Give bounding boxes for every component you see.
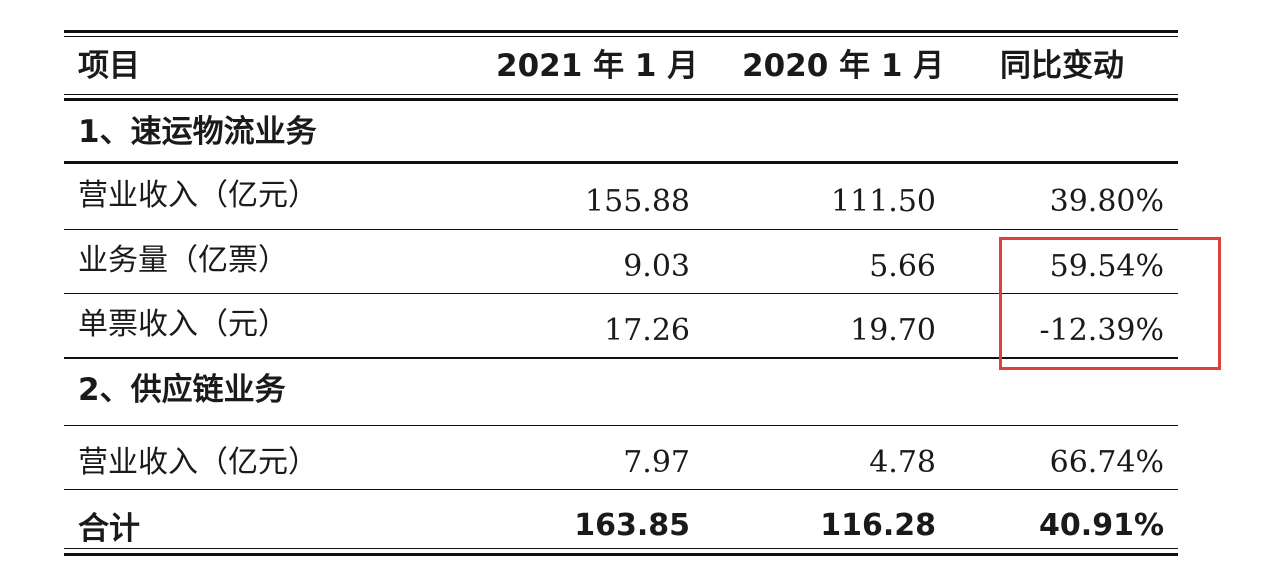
row-change: 39.80% — [1049, 184, 1164, 219]
top-double-rule-1 — [64, 30, 1178, 33]
row-value-2021: 155.88 — [585, 184, 690, 219]
row-rule-3 — [64, 357, 1178, 359]
row-value-2021: 9.03 — [623, 249, 690, 284]
row-value-2020: 19.70 — [850, 313, 936, 348]
section-title: 2、供应链业务 — [78, 372, 286, 408]
header-rule-2 — [64, 98, 1178, 101]
row-label: 业务量（亿票） — [78, 243, 288, 278]
section-title: 1、速运物流业务 — [78, 114, 317, 150]
row-label: 营业收入（亿元） — [78, 445, 318, 480]
row-label: 单票收入（元） — [78, 307, 288, 342]
financial-table: 项目 2021 年 1 月 2020 年 1 月 同比变动 1、速运物流业务 营… — [64, 26, 1178, 558]
header-2020: 2020 年 1 月 — [742, 48, 945, 84]
total-2020: 116.28 — [820, 508, 936, 543]
header-rule-1 — [64, 94, 1178, 95]
row-change: 66.74% — [1049, 445, 1164, 480]
row-change: -12.39% — [1039, 313, 1164, 348]
header-change: 同比变动 — [1000, 48, 1124, 84]
header-item: 项目 — [78, 48, 140, 84]
row-rule-2 — [64, 293, 1178, 294]
row-label: 营业收入（亿元） — [78, 178, 318, 213]
section1-rule — [64, 161, 1178, 164]
row-change: 59.54% — [1049, 249, 1164, 284]
row-rule-1 — [64, 229, 1178, 230]
row-value-2020: 4.78 — [869, 445, 936, 480]
total-2021: 163.85 — [574, 508, 690, 543]
row-rule-4 — [64, 489, 1178, 490]
bottom-double-rule-1 — [64, 548, 1178, 549]
highlight-box — [999, 237, 1221, 370]
top-double-rule-2 — [64, 36, 1178, 37]
row-value-2020: 111.50 — [831, 184, 936, 219]
section2-rule — [64, 425, 1178, 426]
header-2021: 2021 年 1 月 — [496, 48, 699, 84]
total-label: 合计 — [78, 511, 140, 547]
row-value-2021: 7.97 — [623, 445, 690, 480]
bottom-double-rule-2 — [64, 553, 1178, 556]
row-value-2021: 17.26 — [604, 313, 690, 348]
row-value-2020: 5.66 — [869, 249, 936, 284]
total-change: 40.91% — [1039, 508, 1164, 543]
